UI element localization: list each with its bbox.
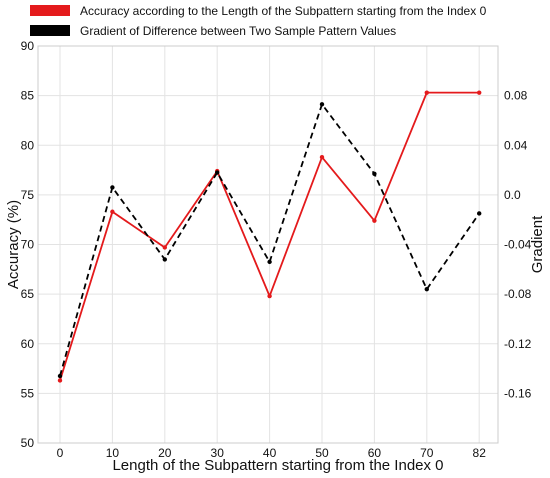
x-tick-label: 30 xyxy=(211,446,225,460)
left-tick-label: 55 xyxy=(21,386,35,400)
x-axis-ticks: 0 10 20 30 40 50 60 70 82 xyxy=(57,446,487,460)
right-tick-label: 0.08 xyxy=(504,89,528,103)
series-point-0 xyxy=(424,90,429,95)
x-axis-title: Length of the Subpattern starting from t… xyxy=(112,457,443,474)
series-point-1 xyxy=(319,102,325,107)
series-point-0 xyxy=(267,293,272,299)
series-line-1 xyxy=(59,103,480,377)
left-axis-title: Accuracy (%) xyxy=(5,200,22,289)
left-tick-label: 50 xyxy=(21,436,35,450)
left-tick-label: 80 xyxy=(21,138,35,152)
right-axis-ticks: -0.16 -0.12 -0.08 -0.04 0.0 0.04 0.08 xyxy=(504,89,532,401)
x-tick-label: 40 xyxy=(263,446,277,460)
series-point-0 xyxy=(372,218,377,223)
series-layer xyxy=(57,90,482,383)
x-tick-label: 10 xyxy=(106,446,120,460)
series-point-1 xyxy=(424,286,429,292)
left-tick-label: 85 xyxy=(21,89,35,103)
right-tick-label: 0.04 xyxy=(504,138,528,152)
series-point-1 xyxy=(110,185,115,190)
series-point-0 xyxy=(477,90,482,95)
series-point-1 xyxy=(267,259,272,265)
legend-swatch-gradient xyxy=(30,25,70,36)
series-point-0 xyxy=(319,154,325,160)
left-tick-label: 65 xyxy=(21,287,35,301)
left-tick-label: 75 xyxy=(21,188,35,202)
series-point-0 xyxy=(110,209,115,214)
grid xyxy=(38,45,498,444)
x-tick-label: 20 xyxy=(158,446,172,460)
x-tick-label: 70 xyxy=(420,446,434,460)
left-tick-label: 70 xyxy=(21,238,35,252)
series-point-1 xyxy=(57,373,63,379)
series-point-1 xyxy=(215,170,220,175)
series-point-0 xyxy=(162,245,167,250)
x-tick-label: 0 xyxy=(57,446,64,460)
x-tick-label: 82 xyxy=(473,446,487,460)
legend-label-accuracy: Accuracy according to the Length of the … xyxy=(80,4,487,18)
x-tick-label: 60 xyxy=(368,446,382,460)
right-tick-label: -0.16 xyxy=(504,386,532,400)
legend-label-gradient: Gradient of Difference between Two Sampl… xyxy=(80,24,396,38)
series-point-1 xyxy=(372,171,377,176)
left-tick-label: 60 xyxy=(21,337,35,351)
plot-frame xyxy=(37,45,499,444)
left-axis-ticks: 50 55 60 65 70 75 80 85 90 xyxy=(21,39,35,450)
right-tick-label: -0.08 xyxy=(504,287,532,301)
x-tick-label: 50 xyxy=(315,446,329,460)
series-point-1 xyxy=(477,211,482,216)
legend: Accuracy according to the Length of the … xyxy=(30,4,487,38)
series-point-0 xyxy=(57,378,63,383)
left-tick-label: 90 xyxy=(21,39,35,53)
right-tick-label: -0.04 xyxy=(504,238,532,252)
right-tick-label: -0.12 xyxy=(504,337,532,351)
series-point-1 xyxy=(162,257,167,262)
right-tick-label: 0.0 xyxy=(504,188,521,202)
right-axis-title: Gradient xyxy=(529,215,546,273)
legend-swatch-accuracy xyxy=(30,5,70,16)
